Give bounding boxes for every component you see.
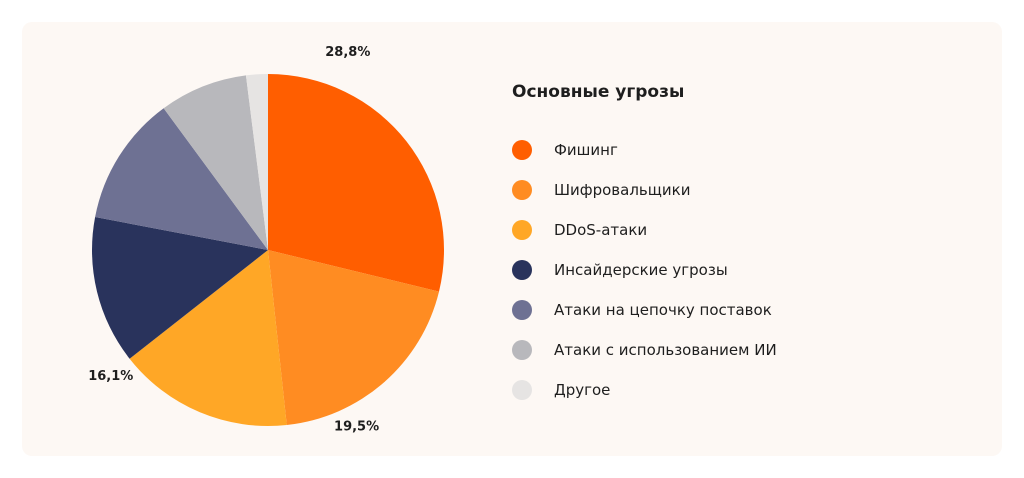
legend-item-3: DDoS-атаки <box>512 210 777 250</box>
legend-list: Фишинг Шифровальщики DDoS-атаки Инсайдерски… <box>512 130 777 410</box>
legend-item-7: Другое <box>512 370 777 410</box>
legend-swatch-icon <box>512 180 532 200</box>
legend-swatch-icon <box>512 140 532 160</box>
legend-item-5: Атаки на цепочку поставок <box>512 290 777 330</box>
pie-label-1: 28,8% <box>325 45 370 60</box>
pie-slice-3 <box>129 250 287 427</box>
legend-swatch-icon <box>512 340 532 360</box>
pie-label-2: 19,5% <box>334 419 379 434</box>
pie-slice-7 <box>245 74 268 250</box>
legend-swatch-icon <box>512 380 532 400</box>
legend-label: Фишинг <box>554 141 618 159</box>
pie-slice-2 <box>268 250 440 425</box>
legend-item-1: Фишинг <box>512 130 777 170</box>
pie-slices <box>91 74 444 427</box>
pie-slice-1 <box>268 74 444 292</box>
pie-slice-5 <box>95 108 268 251</box>
legend: Основные угрозы Фишинг Шифровальщики DDoS-… <box>512 80 777 410</box>
legend-label: Атаки с использованием ИИ <box>554 341 777 359</box>
pie-labels: 28,8% 19,5% 16,1% <box>88 45 379 434</box>
legend-label: DDoS-атаки <box>554 221 648 239</box>
legend-title: Основные угрозы <box>512 82 685 102</box>
legend-swatch-icon <box>512 220 532 240</box>
legend-label: Инсайдерские угрозы <box>554 261 728 279</box>
legend-label: Атаки на цепочку поставок <box>554 301 772 319</box>
legend-label: Другое <box>554 381 611 399</box>
legend-swatch-icon <box>512 260 532 280</box>
pie-label-3: 16,1% <box>88 369 133 384</box>
legend-item-6: Атаки с использованием ИИ <box>512 330 777 370</box>
pie-slice-4 <box>91 217 268 359</box>
pie-slice-6 <box>163 75 268 250</box>
legend-item-4: Инсайдерские угрозы <box>512 250 777 290</box>
legend-item-2: Шифровальщики <box>512 170 777 210</box>
legend-label: Шифровальщики <box>554 181 691 199</box>
legend-swatch-icon <box>512 300 532 320</box>
